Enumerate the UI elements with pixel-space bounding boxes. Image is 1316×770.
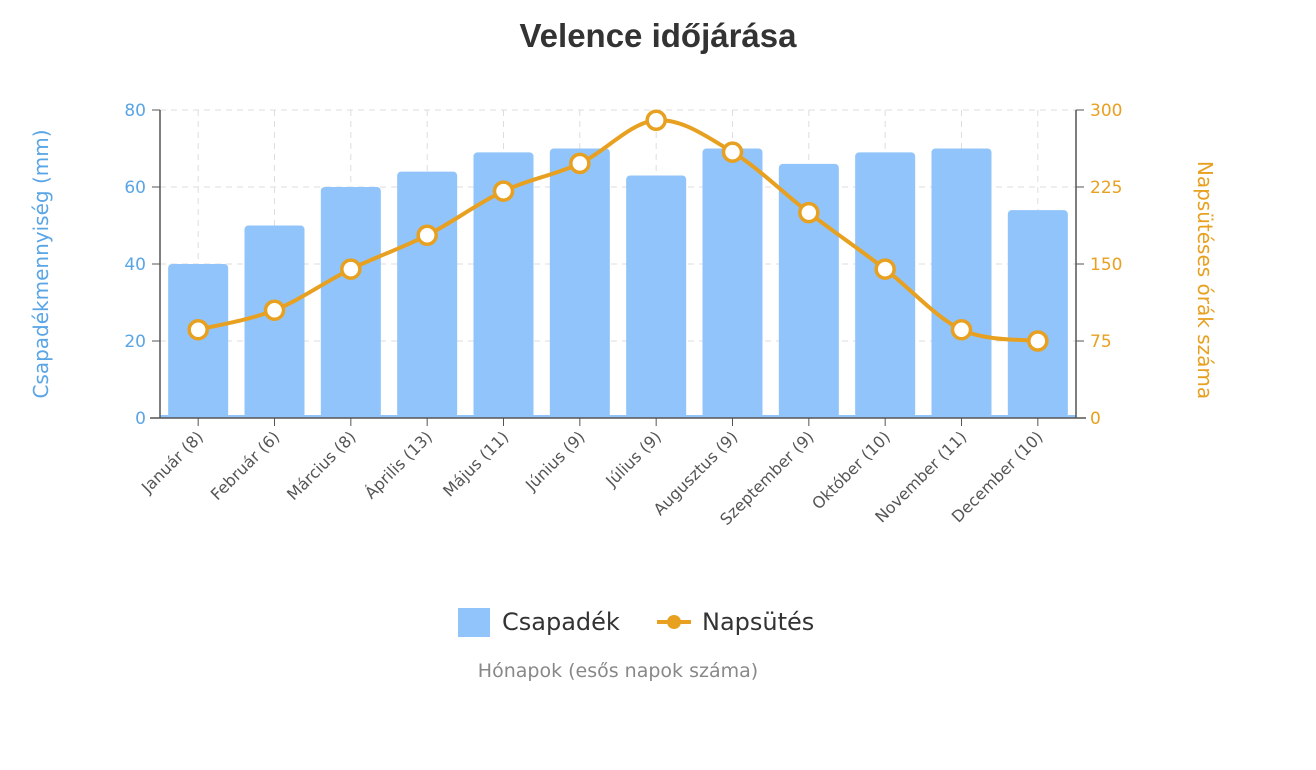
y-left-tick-label: 80 xyxy=(124,101,146,121)
bars xyxy=(160,148,1076,418)
bar-8 xyxy=(778,163,839,418)
y-right-tick-label: 300 xyxy=(1090,101,1122,121)
x-tick-label: Február (6) xyxy=(207,427,284,504)
chart-title: Velence időjárása xyxy=(519,17,797,54)
bar-3 xyxy=(397,171,458,418)
bar-11 xyxy=(1007,210,1068,418)
bar-9 xyxy=(855,152,916,418)
x-tick-label: Május (11) xyxy=(439,427,512,500)
legend-swatch-napsutes-marker xyxy=(667,615,681,629)
bar-6 xyxy=(626,175,687,418)
bar-5 xyxy=(549,148,610,418)
x-tick-label: Január (8) xyxy=(137,427,207,497)
y-right-tick-label: 150 xyxy=(1090,255,1122,275)
x-tick-label: Június (9) xyxy=(521,427,589,495)
x-tick-label: Március (8) xyxy=(283,427,360,504)
x-tick-label: Július (9) xyxy=(601,427,665,491)
line-series xyxy=(187,109,1049,352)
napsutes-point-7 xyxy=(721,141,744,163)
x-tick-label: Április (13) xyxy=(361,427,436,502)
bar-0 xyxy=(168,264,229,418)
bar-2 xyxy=(320,187,381,418)
y-axis-left-label: Csapadékmennyiség (mm) xyxy=(29,129,53,398)
y-axis-right-label: Napsütéses órák száma xyxy=(1193,161,1217,399)
y-right-tick-label: 75 xyxy=(1090,332,1112,352)
napsutes-point-5 xyxy=(569,152,591,175)
bar-4 xyxy=(473,152,534,418)
legend-label-napsutes: Napsütés xyxy=(702,608,814,636)
bar-7 xyxy=(702,148,763,418)
napsutes-point-1 xyxy=(263,299,286,321)
legend-swatch-csapadek xyxy=(458,608,490,637)
legend: Csapadék Napsütés xyxy=(458,608,814,637)
bar-10 xyxy=(931,148,992,418)
x-tick-label: Október (10) xyxy=(808,427,894,513)
y-left-tick-label: 20 xyxy=(124,332,146,352)
napsutes-point-10 xyxy=(950,318,973,341)
napsutes-point-0 xyxy=(187,318,209,341)
x-axis-label: Hónapok (esős napok száma) xyxy=(478,660,758,682)
legend-label-csapadek: Csapadék xyxy=(502,608,620,636)
y-left-tick-label: 40 xyxy=(124,255,146,275)
y-right-tick-label: 225 xyxy=(1090,178,1122,198)
y-right-tick-label: 0 xyxy=(1090,409,1101,429)
napsutes-point-8 xyxy=(798,201,820,224)
napsutes-point-3 xyxy=(416,224,438,247)
napsutes-point-9 xyxy=(874,258,896,280)
bar-1 xyxy=(244,225,305,418)
y-left-tick-label: 60 xyxy=(124,178,146,198)
napsutes-point-6 xyxy=(645,109,667,132)
napsutes-point-2 xyxy=(340,258,362,280)
napsutes-point-11 xyxy=(1027,330,1049,352)
y-left-tick-label: 0 xyxy=(135,409,146,429)
napsutes-point-4 xyxy=(492,180,515,202)
